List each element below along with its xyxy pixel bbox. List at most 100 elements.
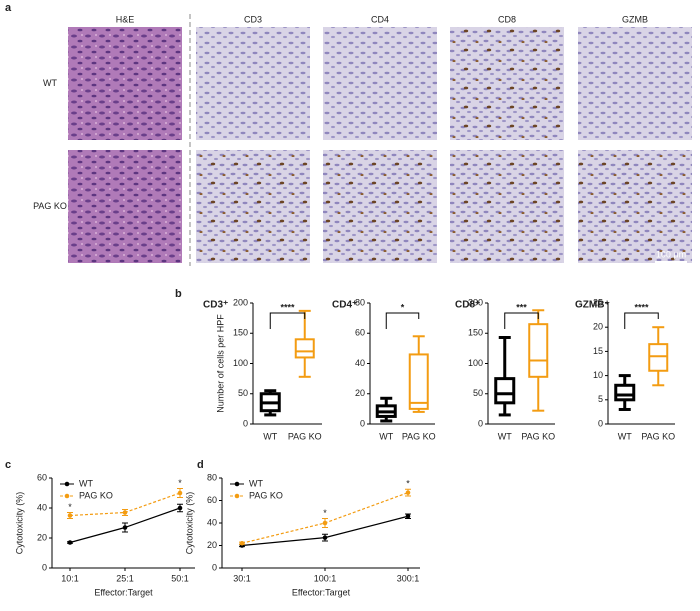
scale-bar-label: 100 μm (656, 249, 686, 259)
box (294, 338, 315, 359)
significance: * (178, 478, 182, 488)
legend-marker (234, 493, 240, 499)
legend-marker (64, 481, 70, 487)
x-tick-label: WT (618, 431, 632, 441)
y-tick-label: 20 (37, 532, 47, 542)
legend-label: PAG KO (79, 490, 113, 500)
x-tick-label: 100:1 (314, 573, 337, 583)
panel-label: d (197, 459, 204, 471)
legend-label: WT (249, 478, 263, 488)
significance: * (401, 302, 405, 312)
x-tick-label: WT (263, 431, 277, 441)
significance: **** (280, 302, 295, 312)
column-header: GZMB (622, 14, 648, 24)
y-tick-label: 0 (360, 418, 365, 428)
x-axis-label: Effector:Target (292, 587, 351, 597)
point (67, 513, 73, 518)
point (122, 525, 128, 530)
y-tick-label: 200 (468, 297, 483, 307)
y-tick-label: 80 (207, 472, 217, 482)
chart-title: GZMB⁺ (575, 300, 610, 311)
point (122, 510, 128, 515)
significance: *** (516, 302, 527, 312)
x-tick-label: 10:1 (61, 573, 79, 583)
legend-label: PAG KO (249, 490, 283, 500)
y-tick-label: 20 (207, 540, 217, 550)
x-tick-label: PAG KO (521, 431, 555, 441)
chart-title: CD8⁺ (455, 300, 480, 311)
y-tick-label: 0 (212, 562, 217, 572)
significance-bracket (624, 312, 659, 329)
y-tick-label: 0 (42, 562, 47, 572)
micrograph (578, 27, 692, 140)
y-tick-label: 25 (593, 297, 603, 307)
micrograph (578, 150, 692, 263)
column-header: CD3 (244, 14, 262, 24)
column-header: CD8 (498, 14, 516, 24)
micrograph (196, 150, 310, 263)
box (528, 323, 549, 378)
y-tick-label: 60 (207, 495, 217, 505)
y-tick-label: 50 (238, 388, 248, 398)
y-tick-label: 200 (233, 297, 248, 307)
point (322, 520, 328, 526)
row-label: WT (43, 78, 57, 88)
x-tick-label: PAG KO (288, 431, 322, 441)
x-tick-label: WT (498, 431, 512, 441)
x-tick-label: 300:1 (397, 573, 420, 583)
significance-bracket (504, 312, 539, 329)
y-tick-label: 60 (37, 472, 47, 482)
point (239, 540, 245, 546)
point (405, 513, 411, 519)
legend-marker (64, 493, 70, 499)
y-tick-label: 60 (355, 328, 365, 338)
micrograph (323, 27, 437, 140)
point (177, 505, 183, 511)
significance: * (68, 502, 72, 512)
micrograph (196, 27, 310, 140)
x-tick-label: 50:1 (171, 573, 189, 583)
y-tick-label: 5 (598, 394, 603, 404)
panel-label: c (5, 459, 11, 471)
y-tick-label: 0 (598, 418, 603, 428)
y-tick-label: 100 (468, 358, 483, 368)
x-tick-label: 30:1 (233, 573, 251, 583)
y-tick-label: 15 (593, 346, 603, 356)
micrograph (450, 150, 564, 263)
y-tick-label: 80 (355, 297, 365, 307)
y-tick-label: 10 (593, 370, 603, 380)
x-tick-label: 25:1 (116, 573, 134, 583)
micrograph (323, 150, 437, 263)
y-tick-label: 0 (478, 418, 483, 428)
point (67, 540, 73, 545)
chart-title: CD3⁺ (203, 300, 228, 311)
significance: * (406, 479, 410, 489)
box (494, 377, 516, 405)
row-label: PAG KO (33, 201, 67, 211)
y-tick-label: 50 (473, 388, 483, 398)
y-tick-label: 100 (233, 358, 248, 368)
micrograph (68, 150, 182, 263)
x-axis-label: Effector:Target (94, 587, 153, 597)
y-axis-label: Cytotoxicity (%) (14, 492, 24, 555)
micrograph (68, 27, 182, 140)
significance-bracket (269, 312, 306, 329)
significance-bracket (385, 312, 420, 329)
y-tick-label: 150 (468, 328, 483, 338)
box (648, 343, 669, 372)
y-tick-label: 0 (243, 418, 248, 428)
point (405, 490, 411, 495)
legend-marker (234, 481, 240, 487)
significance: **** (634, 302, 649, 312)
point (322, 535, 328, 540)
box (614, 383, 636, 402)
point (177, 490, 183, 496)
y-tick-label: 20 (593, 322, 603, 332)
panel-label: a (5, 2, 12, 14)
chart-title: CD4⁺ (332, 300, 357, 311)
y-tick-label: 40 (207, 517, 217, 527)
y-tick-label: 150 (233, 328, 248, 338)
column-header: CD4 (371, 14, 389, 24)
column-header: H&E (116, 14, 135, 24)
box (408, 353, 429, 410)
